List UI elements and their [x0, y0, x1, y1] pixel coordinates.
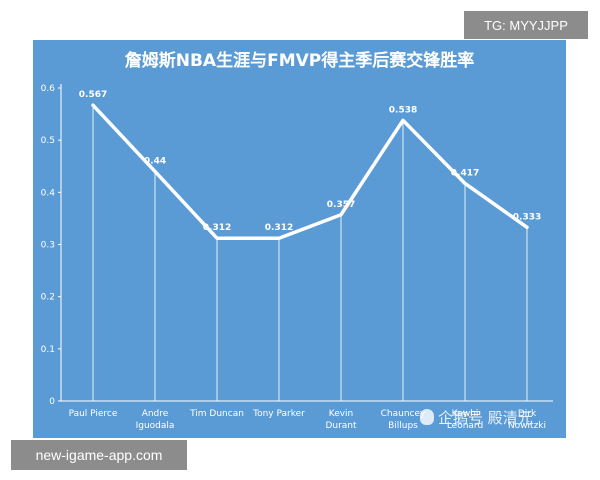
y-tick-label: 0.3 — [41, 241, 55, 251]
x-tick-label: Andre — [142, 409, 169, 419]
y-tick-label: 0.6 — [41, 84, 56, 94]
channel-tag: TG: MYYJJPP — [464, 11, 588, 39]
watermark: 企鹅号 殿清元 — [420, 406, 533, 428]
data-label: 0.312 — [265, 223, 293, 233]
x-tick-label: Billups — [388, 421, 418, 431]
x-tick-label: Leonard — [447, 421, 483, 431]
data-label: 0.312 — [203, 223, 231, 233]
x-tick-label: Chauncey — [381, 409, 426, 419]
data-label: 0.538 — [389, 105, 417, 115]
y-tick-label: 0 — [49, 397, 55, 407]
chart-title: 詹姆斯NBA生涯与FMVP得主季后赛交锋胜率 — [124, 51, 475, 71]
x-tick-label: Durant — [325, 421, 357, 431]
series-line — [91, 103, 529, 240]
watermark-text: 企鹅号 殿清元 — [438, 408, 533, 427]
y-tick-label: 0.2 — [41, 293, 55, 303]
x-tick-label: Nowitzki — [508, 421, 546, 431]
x-tick-label: Tony Parker — [252, 409, 305, 419]
data-label: 0.417 — [451, 168, 479, 178]
line-chart: 0 0.1 0.2 0.3 0.4 0.5 0.6 0.567 0.44 0.312 0.312 0.… — [41, 84, 553, 431]
x-tick-label: Dirk — [518, 409, 537, 419]
chart-panel: 詹姆斯NBA生涯与FMVP得主季后赛交锋胜率 0 0.1 0.2 0.3 0.4 0.5 0… — [33, 40, 566, 438]
x-tick-label: Tim Duncan — [189, 409, 244, 419]
y-tick-label: 0.5 — [41, 136, 55, 146]
site-tag: new-igame-app.com — [11, 440, 187, 470]
data-label: 0.567 — [79, 90, 107, 100]
x-tick-label: Paul Pierce — [69, 409, 118, 419]
penguin-icon — [420, 409, 434, 425]
data-label: 0.357 — [327, 200, 355, 210]
x-tick-label: Iguodala — [136, 421, 175, 431]
data-label: 0.44 — [144, 156, 166, 166]
data-label: 0.333 — [513, 212, 541, 222]
x-tick-label: Kawhi — [452, 409, 479, 419]
y-tick-label: 0.1 — [41, 345, 55, 355]
y-tick-label: 0.4 — [41, 188, 56, 198]
x-tick-label: Kevin — [329, 409, 354, 419]
